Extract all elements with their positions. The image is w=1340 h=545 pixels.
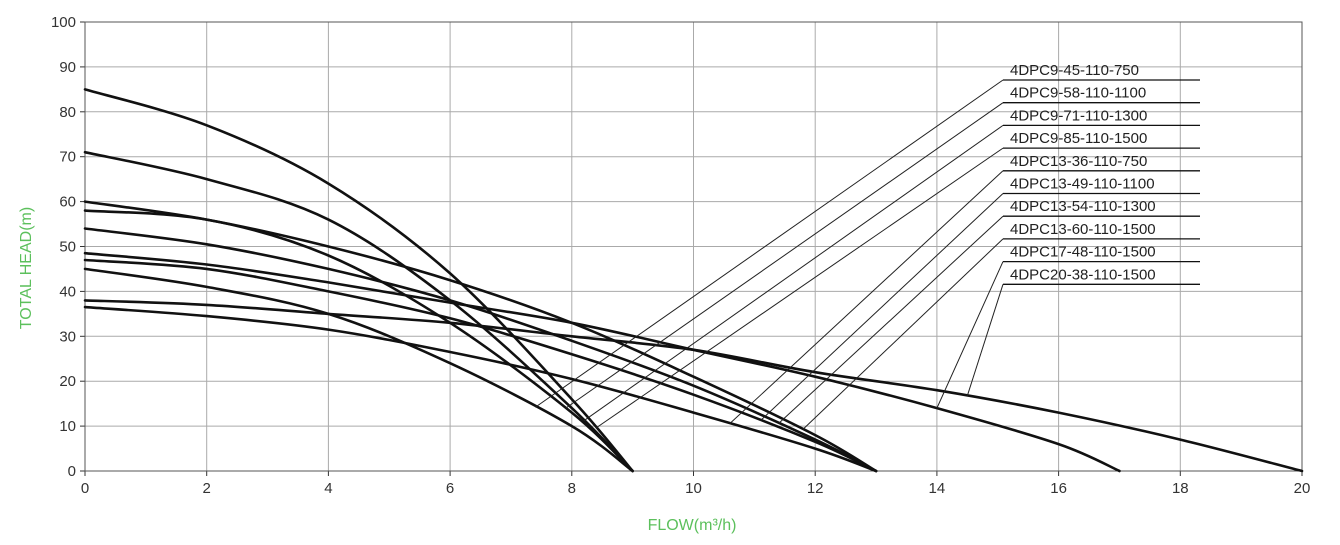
curve-4dpc9-71-110-1300	[83, 150, 634, 473]
x-tick-label: 18	[1172, 480, 1189, 497]
leader-line	[729, 170, 1004, 424]
curve-4dpc9-85-110-1500	[83, 88, 634, 473]
x-tick-label: 10	[685, 480, 702, 497]
curve-4dpc9-45-110-750	[83, 267, 634, 473]
grid	[80, 21, 1303, 476]
legend-label: 4DPC17-48-110-1500	[1010, 244, 1156, 261]
y-tick-label: 0	[68, 463, 76, 480]
legend-label: 4DPC13-54-110-1300	[1010, 198, 1156, 215]
x-tick-label: 14	[929, 480, 946, 497]
y-tick-label: 30	[59, 328, 76, 345]
legend-label: 4DPC13-49-110-1100	[1010, 176, 1155, 193]
legend-label: 4DPC13-60-110-1500	[1010, 221, 1156, 238]
legend-leader-lines	[535, 79, 1004, 430]
x-tick-label: 6	[446, 480, 454, 497]
curve-4dpc13-54-110-1300	[83, 227, 878, 473]
x-tick-label: 20	[1294, 480, 1311, 497]
x-tick-label: 0	[81, 480, 89, 497]
y-tick-label: 90	[59, 59, 76, 76]
leader-line	[583, 124, 1004, 422]
x-tick-label: 2	[203, 480, 211, 497]
leader-line	[595, 147, 1004, 429]
y-tick-label: 100	[51, 14, 76, 31]
y-tick-label: 20	[59, 373, 76, 390]
performance-curves	[83, 88, 1304, 473]
leader-line	[802, 238, 1004, 430]
legend-label: 4DPC13-36-110-750	[1010, 153, 1147, 170]
curve-4dpc13-49-110-1100	[83, 258, 878, 473]
legend-label: 4DPC9-85-110-1500	[1010, 130, 1147, 147]
leader-line	[936, 261, 1004, 409]
x-tick-label: 12	[807, 480, 824, 497]
legend-label: 4DPC9-71-110-1300	[1010, 107, 1147, 124]
legend: 4DPC9-45-110-750 4DPC9-58-110-1100 4DPC9-7…	[1003, 62, 1200, 285]
curve-4dpc20-38-110-1500	[83, 299, 1304, 473]
y-tick-label: 10	[59, 418, 76, 435]
x-tick-label: 16	[1050, 480, 1067, 497]
leader-line	[760, 193, 1004, 421]
x-tick-label: 8	[568, 480, 576, 497]
x-axis-title: FLOW(m³/h)	[648, 517, 737, 534]
legend-label: 4DPC9-58-110-1100	[1010, 85, 1146, 102]
y-tick-label: 40	[59, 283, 76, 300]
curve-4dpc9-58-110-1100	[83, 209, 634, 473]
leader-line	[778, 215, 1004, 424]
x-tick-label: 4	[324, 480, 332, 497]
leader-line	[535, 79, 1004, 408]
y-axis-title: TOTAL HEAD(m)	[18, 207, 35, 329]
tick-labels: 0 2 4 6 8 10 12 14 16 18 20 0 10 20 30 40 50 60 70 80 90 100	[51, 14, 1310, 497]
leader-line	[565, 102, 1004, 409]
legend-label: 4DPC9-45-110-750	[1010, 62, 1139, 79]
y-tick-label: 50	[59, 239, 76, 256]
y-tick-label: 60	[59, 194, 76, 211]
curve-4dpc13-60-110-1500	[83, 200, 878, 473]
plot-frame	[84, 21, 1303, 472]
y-tick-label: 80	[59, 104, 76, 121]
leader-line	[966, 284, 1004, 396]
curve-4dpc17-48-110-1500	[83, 251, 1121, 473]
y-tick-label: 70	[59, 149, 76, 166]
legend-label: 4DPC20-38-110-1500	[1010, 266, 1156, 283]
curve-4dpc13-36-110-750	[83, 305, 878, 473]
